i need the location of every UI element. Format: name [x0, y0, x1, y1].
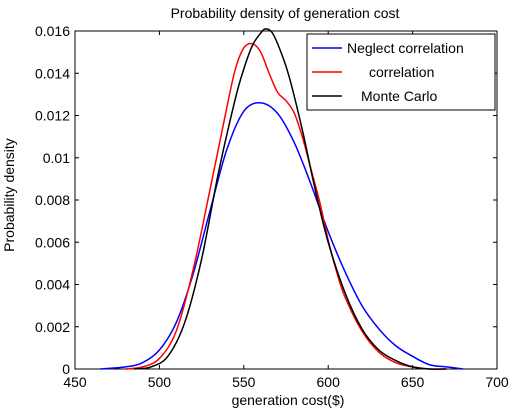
x-tick-label: 450 — [63, 374, 87, 390]
y-tick-label: 0.014 — [35, 65, 70, 81]
y-tick-label: 0.004 — [35, 277, 70, 293]
x-tick-label: 650 — [401, 374, 425, 390]
legend-label: Monte Carlo — [361, 88, 437, 104]
y-tick-label: 0.002 — [35, 319, 70, 335]
legend-label: correlation — [369, 64, 434, 80]
y-tick-label: 0.012 — [35, 108, 70, 124]
y-tick-label: 0.006 — [35, 234, 70, 250]
y-axis-label: Probability density — [1, 138, 17, 252]
series-layer — [100, 28, 464, 370]
x-axis-label: generation cost($) — [232, 392, 345, 408]
x-tick-label: 550 — [232, 374, 256, 390]
series-line-correlation — [125, 42, 447, 370]
y-tick-label: 0.016 — [35, 23, 70, 39]
x-tick-label: 700 — [485, 374, 509, 390]
ticks-layer: 450 500 550 600 650 700 0 0.002 0.004 0.006 0.008 0… — [35, 23, 509, 390]
y-tick-label: 0.01 — [43, 150, 70, 166]
y-tick-label: 0.008 — [35, 192, 70, 208]
legend: Neglect correlation correlation Monte Carl… — [306, 33, 496, 111]
legend-label: Neglect correlation — [347, 40, 464, 56]
x-tick-label: 600 — [317, 374, 341, 390]
x-tick-label: 500 — [148, 374, 172, 390]
y-tick-label: 0 — [62, 361, 70, 377]
series-line-monte-carlo — [133, 28, 447, 370]
chart-title: Probability density of generation cost — [171, 5, 400, 21]
series-line-neglect-correlation — [100, 102, 464, 370]
